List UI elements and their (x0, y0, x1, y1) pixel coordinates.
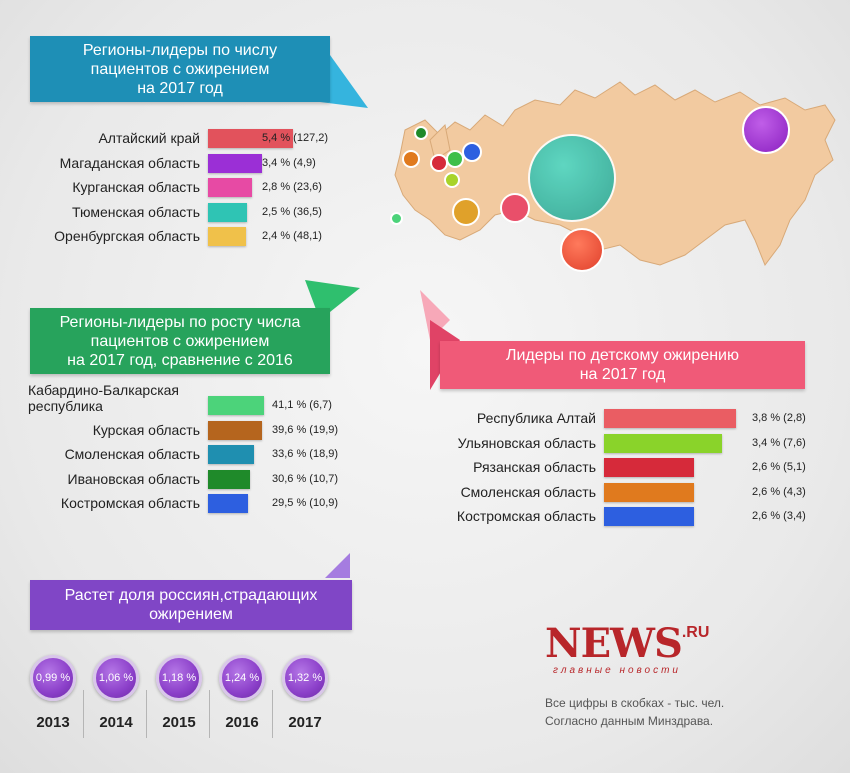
banner-growth-regions: Регионы-лидеры по росту числа пациентов … (30, 308, 330, 374)
map-bubble-tyumen (500, 193, 530, 223)
bar-label: Алтайский край (98, 130, 200, 146)
year-separator (83, 690, 84, 738)
map-bubble-6 (414, 126, 428, 140)
map-bubble-3 (430, 154, 448, 172)
bar-value-label: 41,1 % (6,7) (272, 399, 332, 411)
year-separator (146, 690, 147, 738)
map-bubble-7 (390, 212, 403, 225)
bar-label: Тюменская область (72, 203, 200, 220)
map-bubble-5 (444, 172, 460, 188)
year-separator (272, 690, 273, 738)
map-bubble-altai-krai (528, 134, 616, 222)
bar-label: Республика Алтай (476, 410, 596, 426)
bar (604, 409, 736, 428)
banner-line: ожирением (149, 606, 233, 623)
bar-value-label: 2,4 % (48,1) (262, 230, 322, 242)
bar-value-label: 2,6 % (4,3) (752, 485, 806, 498)
year-circle: 0,99 % (30, 655, 76, 701)
banner-line: Растет доля россиян,страдающих (64, 587, 318, 604)
bar-label: Смоленская область (64, 446, 200, 462)
logo-tagline: главные новости (553, 665, 681, 676)
bar-value-label: 2,6 % (3,4) (752, 510, 806, 522)
bar-value-label: 3,4 % (4,9) (262, 156, 316, 169)
year-circle: 1,18 % (156, 655, 202, 701)
year-circle: 1,24 % (219, 655, 265, 701)
bar-label: Кабардино-Балкарская республика (28, 382, 180, 414)
bar-value-label: 3,4 % (7,6) (752, 436, 806, 449)
banner-line: на 2017 год (579, 366, 666, 383)
banner-line: на 2017 год, сравнение с 2016 (67, 351, 293, 369)
year-label: 2013 (36, 714, 70, 731)
bar-value-label: 2,6 % (5,1) (752, 461, 806, 473)
banner-line: пациентов с ожирением (90, 60, 270, 78)
bar-value-label: 2,5 % (36,5) (262, 205, 322, 218)
banner-share-growth: Растет доля россиян,страдающих ожирением (30, 580, 352, 630)
year-label: 2017 (288, 714, 322, 731)
bar (208, 227, 246, 246)
map-bubble-kurgan (560, 228, 604, 272)
logo-ru: .RU (681, 624, 710, 641)
bar-value-label: 2,8 % (23,6) (262, 181, 322, 193)
bar (208, 153, 262, 173)
bar-value-label: 29,5 % (10,9) (272, 497, 339, 509)
bar-value-label: 30,6 % (10,7) (272, 472, 339, 485)
bar (604, 458, 695, 477)
bar (208, 420, 262, 440)
banner-line: пациентов с ожирением (90, 332, 270, 350)
banner-line: Регионы-лидеры по росту числа (59, 313, 301, 331)
bar-value-label: 33,6 % (18,9) (272, 448, 339, 460)
year-label: 2016 (225, 714, 259, 731)
bar-value-label: 5,4 % (127,2) (262, 132, 329, 144)
bar (208, 396, 264, 415)
map-bubble-2 (446, 150, 464, 168)
bar-label: Смоленская область (460, 483, 596, 500)
banner-ribbon-4 (325, 553, 350, 578)
logo-news: NEWS (545, 620, 683, 667)
bar-value-label: 3,8 % (2,8) (752, 412, 806, 424)
map-bubble-magadan (742, 106, 790, 154)
map-bubble-orenburg (452, 198, 480, 226)
banner-line: Лидеры по детскому ожирению (505, 347, 739, 364)
bar-label: Ивановская область (67, 470, 200, 487)
bar-label: Рязанская область (473, 459, 596, 475)
bar-label: Оренбургская область (54, 228, 200, 244)
map-bubble-1 (462, 142, 482, 162)
bar (208, 129, 293, 148)
bar (604, 482, 695, 502)
bar (208, 202, 248, 222)
note-source: Согласно данным Минздрава. (545, 714, 714, 728)
year-label: 2015 (162, 714, 196, 731)
bar-label: Магаданская область (59, 154, 200, 171)
bar (208, 469, 250, 489)
bar (604, 507, 695, 526)
bar-label: Костромская область (456, 508, 596, 524)
banner-child-obesity: Лидеры по детскому ожирению на 2017 год (440, 341, 805, 389)
bar-label: Курская область (92, 421, 200, 438)
bar-label: Ульяновская область (457, 434, 596, 451)
bar (208, 178, 253, 197)
bar (208, 445, 254, 464)
year-circle: 1,06 % (93, 655, 139, 701)
bar (208, 494, 249, 513)
bar-value-label: 39,6 % (19,9) (272, 423, 339, 436)
year-separator (209, 690, 210, 738)
year-label: 2014 (99, 714, 133, 731)
news-logo: NEWS.RU главные новости (545, 620, 709, 676)
bar-label: Костромская область (60, 495, 200, 511)
bar (604, 433, 723, 453)
bar-label: Курганская область (72, 179, 200, 195)
banner-line: Регионы-лидеры по числу (82, 41, 278, 59)
banner-line: на 2017 год (137, 79, 223, 97)
note-units: Все цифры в скобках - тыс. чел. (545, 696, 725, 710)
banner-top-regions: Регионы-лидеры по числу пациентов с ожир… (30, 36, 330, 102)
map-bubble-4 (402, 150, 420, 168)
year-circle: 1,32 % (282, 655, 328, 701)
